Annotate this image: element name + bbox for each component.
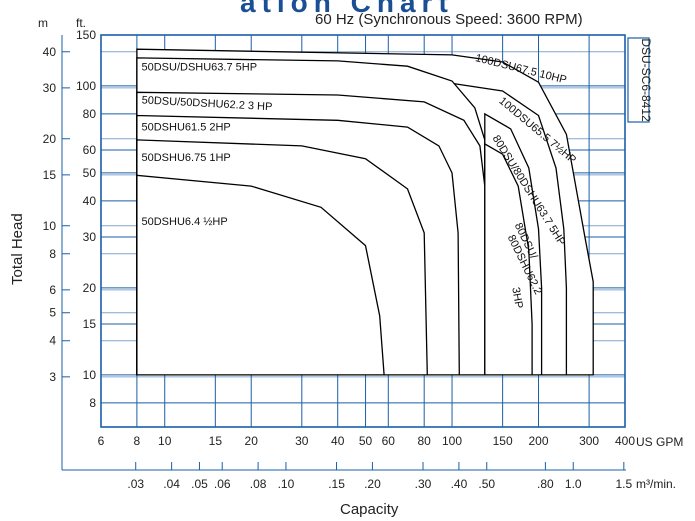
x-tick-gpm: 30 — [295, 434, 309, 448]
y-tick-m: 8 — [49, 247, 56, 261]
x-axis-title: Capacity — [340, 501, 399, 518]
curve-50dshu6-4-hp — [136, 174, 385, 376]
curve-label: 3HP — [509, 286, 525, 309]
x-tick-gpm: 10 — [158, 434, 172, 448]
y-tick-ft: 10 — [83, 368, 97, 382]
y-tick-m: 3 — [49, 370, 56, 384]
curve-label: 50DSHU6.75 1HP — [142, 152, 231, 164]
y-tick-ft: 50 — [83, 166, 97, 180]
x-tick-m3: .30 — [415, 477, 432, 491]
x-tick-m3: 1.5 — [615, 477, 632, 491]
y-tick-ft: 80 — [83, 107, 97, 121]
model-code-box — [627, 37, 650, 123]
curve-label: 50DSHU6.4 ½HP — [142, 216, 228, 228]
x-tick-gpm: 50 — [359, 434, 373, 448]
y-tick-ft: 8 — [89, 396, 96, 410]
y-tick-ft: 40 — [83, 194, 97, 208]
chart-title-partial: ation Chart — [240, 0, 454, 18]
model-code: DSU-SC6-8412 — [639, 38, 653, 122]
x-tick-gpm: 150 — [493, 434, 513, 448]
y-tick-m: 6 — [49, 283, 56, 297]
curves-layer — [136, 48, 594, 376]
x-tick-gpm: 8 — [134, 434, 141, 448]
x-tick-gpm: 200 — [528, 434, 548, 448]
x-tick-m3: .05 — [191, 477, 208, 491]
x-tick-gpm: 80 — [418, 434, 432, 448]
x-tick-m3: .20 — [364, 477, 381, 491]
x-tick-m3: .10 — [278, 477, 295, 491]
y-tick-m: 20 — [43, 132, 57, 146]
x-tick-m3: .80 — [537, 477, 554, 491]
y-unit-m: m — [38, 16, 48, 30]
y-tick-ft: 100 — [76, 79, 96, 93]
x-tick-m3: .15 — [328, 477, 345, 491]
y-tick-m: 4 — [49, 334, 56, 348]
x-tick-m3: .03 — [127, 477, 144, 491]
axis-ticks: 6 8 10 15 20 30 40 50 60 80 100 150 200 300 400 .03 .04.… — [43, 28, 636, 491]
x-tick-m3: .40 — [451, 477, 468, 491]
x-tick-gpm: 6 — [98, 434, 105, 448]
curve-label: 50DSHU61.5 2HP — [142, 122, 231, 134]
x-unit-gpm: US GPM — [636, 435, 683, 449]
x-tick-gpm: 15 — [209, 434, 223, 448]
chart-subtitle: 60 Hz (Synchronous Speed: 3600 RPM) — [315, 11, 583, 28]
title-banner: ation Chart — [240, 0, 454, 18]
y-tick-m: 10 — [43, 219, 57, 233]
y-axis-title: Total Head — [9, 213, 26, 285]
y-tick-ft: 30 — [83, 230, 97, 244]
y-tick-m: 5 — [49, 306, 56, 320]
curve-80dsu-80dshu62-2-3hp — [484, 142, 533, 376]
plot-frame — [100, 34, 626, 428]
x-tick-m3: .08 — [250, 477, 267, 491]
y-tick-ft: 15 — [83, 317, 97, 331]
x-tick-gpm: 60 — [382, 434, 396, 448]
curve-label: 50DSU/DSHU63.7 5HP — [142, 62, 258, 74]
x-tick-gpm: 100 — [442, 434, 462, 448]
y-unit-ft: ft. — [76, 16, 86, 30]
x-tick-gpm: 20 — [245, 434, 259, 448]
x-unit-m3: m³/min. — [636, 477, 676, 491]
y-tick-m: 15 — [43, 168, 57, 182]
x-tick-gpm: 40 — [331, 434, 345, 448]
x-tick-m3: .06 — [214, 477, 231, 491]
y-tick-m: 30 — [43, 81, 57, 95]
y-tick-ft: 150 — [76, 28, 96, 42]
x-tick-gpm: 400 — [615, 434, 635, 448]
y-tick-ft: 20 — [83, 281, 97, 295]
y-tick-ft: 60 — [83, 143, 97, 157]
x-tick-gpm: 300 — [579, 434, 599, 448]
y-tick-m: 40 — [43, 45, 57, 59]
x-tick-m3: .50 — [478, 477, 495, 491]
x-tick-m3: .04 — [163, 477, 180, 491]
x-tick-m3: 1.0 — [565, 477, 582, 491]
